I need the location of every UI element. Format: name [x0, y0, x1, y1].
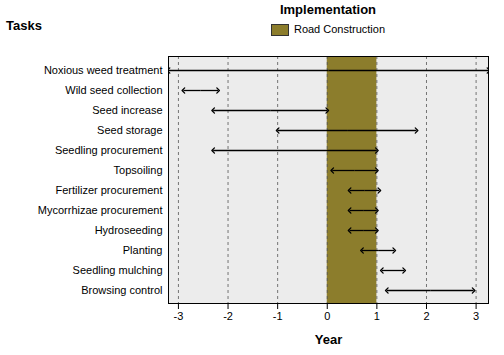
svg-text:1: 1 [374, 310, 380, 322]
svg-text:3: 3 [473, 310, 479, 322]
svg-text:Fertilizer procurement: Fertilizer procurement [56, 184, 163, 196]
svg-text:-1: -1 [273, 310, 283, 322]
html-text:Road Construction: Road Construction [293, 23, 385, 35]
svg-text:2: 2 [423, 310, 429, 322]
svg-text:Seedling mulching: Seedling mulching [73, 264, 163, 276]
svg-text:-3: -3 [174, 310, 184, 322]
svg-text:Hydroseeding: Hydroseeding [95, 224, 163, 236]
svg-text:Seed increase: Seed increase [92, 104, 162, 116]
svg-text:-2: -2 [223, 310, 233, 322]
html-text:Tasks: Tasks [6, 18, 42, 33]
svg-text:Mycorrhizae procurement: Mycorrhizae procurement [38, 204, 163, 216]
svg-text:0: 0 [324, 310, 330, 322]
svg-text:Browsing control: Browsing control [81, 284, 162, 296]
svg-text:Wild seed collection: Wild seed collection [65, 84, 162, 96]
svg-text:Year: Year [315, 332, 342, 347]
svg-text:Topsoiling: Topsoiling [114, 164, 163, 176]
svg-text:Seedling procurement: Seedling procurement [55, 144, 163, 156]
svg-text:Noxious weed treatment: Noxious weed treatment [44, 64, 163, 76]
svg-text:Planting: Planting [123, 244, 163, 256]
svg-text:Seed storage: Seed storage [97, 124, 162, 136]
html-text:Implementation: Implementation [280, 2, 376, 17]
